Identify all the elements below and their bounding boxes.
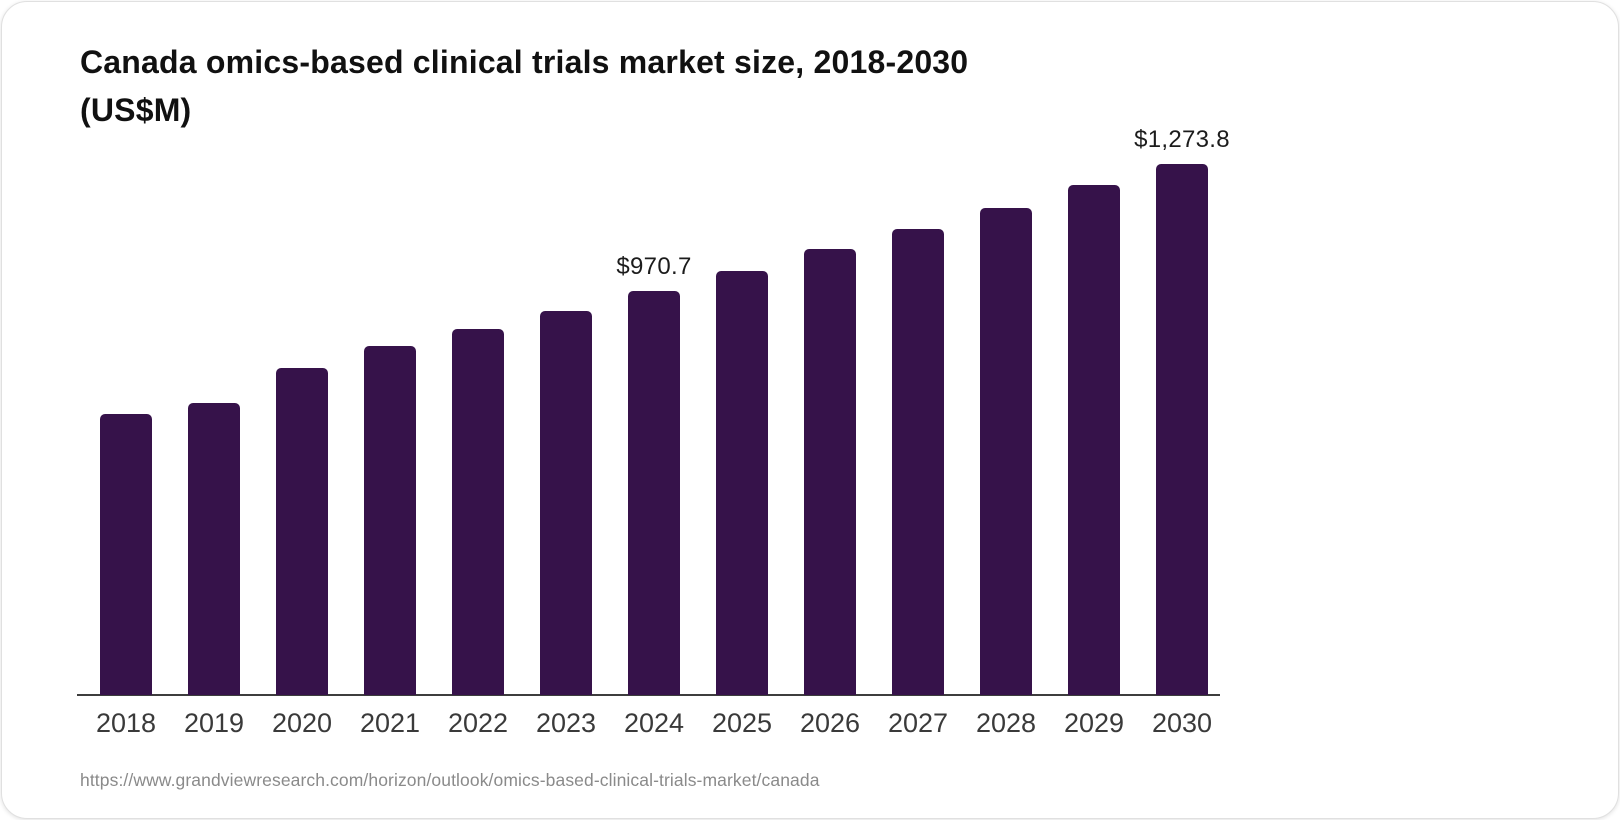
bar-2018	[100, 414, 152, 695]
x-tick-label-2024: 2024	[623, 708, 685, 738]
chart-title-line2: (US$M)	[80, 92, 192, 128]
bar-2029	[1068, 185, 1120, 695]
bar-2019	[188, 403, 240, 695]
x-tick-label-2026: 2026	[799, 708, 861, 738]
bar-2028	[980, 208, 1032, 695]
x-tick-label-2027: 2027	[887, 708, 949, 738]
bar-value-label-2024: $970.7	[616, 253, 692, 280]
bar-2021	[364, 346, 416, 695]
bar-2024	[628, 291, 680, 695]
chart-title-line1: Canada omics-based clinical trials marke…	[80, 44, 969, 80]
bar-2025	[716, 271, 768, 695]
x-tick-label-2019: 2019	[183, 708, 245, 738]
bar-2026	[804, 249, 856, 695]
bar-2030	[1156, 164, 1208, 695]
x-tick-label-2020: 2020	[271, 708, 333, 738]
bar-2027	[892, 229, 944, 695]
x-tick-label-2025: 2025	[711, 708, 773, 738]
source-url: https://www.grandviewresearch.com/horizo…	[80, 770, 820, 790]
bar-value-label-2030: $1,273.8	[1134, 126, 1230, 153]
x-tick-label-2029: 2029	[1063, 708, 1125, 738]
bar-2020	[276, 368, 328, 695]
bar-2023	[540, 311, 592, 695]
x-tick-label-2028: 2028	[975, 708, 1037, 738]
chart-title: Canada omics-based clinical trials marke…	[80, 38, 1180, 134]
x-axis-line	[77, 694, 1220, 696]
x-tick-label-2022: 2022	[447, 708, 509, 738]
x-tick-label-2021: 2021	[359, 708, 421, 738]
x-tick-label-2018: 2018	[95, 708, 157, 738]
bar-2022	[452, 329, 504, 695]
x-tick-label-2030: 2030	[1151, 708, 1213, 738]
x-tick-label-2023: 2023	[535, 708, 597, 738]
